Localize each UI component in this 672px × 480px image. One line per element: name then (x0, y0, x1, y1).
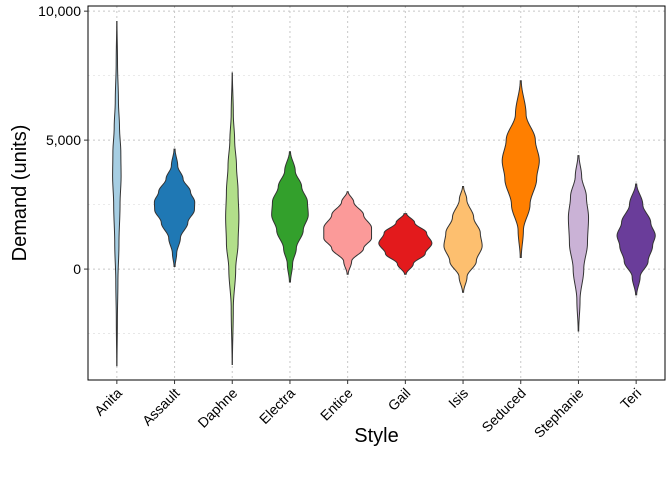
x-tick-label-isis: Isis (445, 385, 471, 411)
x-axis-title: Style (354, 425, 398, 447)
violins (112, 20, 656, 367)
x-tick-label-stephanie: Stephanie (531, 385, 587, 441)
x-tick-label-electra: Electra (256, 385, 298, 427)
x-tick-label-gail: Gail (385, 385, 414, 414)
violin-isis (443, 186, 483, 293)
x-tick-label-entice: Entice (317, 385, 356, 424)
violin-seduced (501, 80, 540, 258)
y-tick-label: 10,000 (38, 3, 81, 19)
violin-teri (616, 183, 656, 296)
x-tick-label-teri: Teri (617, 385, 644, 412)
x-tick-label-daphne: Daphne (194, 385, 240, 431)
violin-daphne (225, 72, 240, 366)
y-tick-label: 0 (73, 261, 81, 277)
violin-entice (323, 191, 373, 275)
x-tick-label-assault: Assault (139, 385, 183, 429)
y-axis: 0 5,000 10,000 (38, 3, 88, 277)
y-axis-title: Demand (units) (9, 125, 31, 262)
violin-gail (378, 213, 433, 275)
violin-assault (153, 148, 196, 268)
panel-border (87, 5, 666, 381)
x-tick-label-anita: Anita (91, 385, 125, 419)
violin-electra (271, 151, 309, 283)
x-tick-label-seduced: Seduced (478, 385, 528, 435)
violin-stephanie (567, 155, 590, 332)
violin-anita (112, 20, 122, 367)
y-tick-label: 5,000 (46, 132, 81, 148)
